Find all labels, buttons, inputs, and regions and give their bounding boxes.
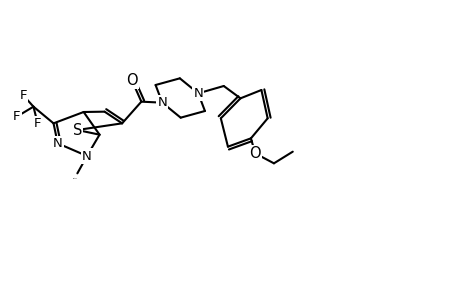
Text: N: N [157,96,167,109]
Text: O: O [126,73,137,88]
Text: O: O [249,146,260,161]
Text: F: F [13,110,21,123]
Text: methyl: methyl [73,178,78,179]
Text: N: N [193,87,203,100]
Text: F: F [19,88,27,101]
Text: N: N [53,137,62,150]
Text: S: S [73,122,82,137]
Text: F: F [34,117,41,130]
Text: N: N [82,149,92,163]
